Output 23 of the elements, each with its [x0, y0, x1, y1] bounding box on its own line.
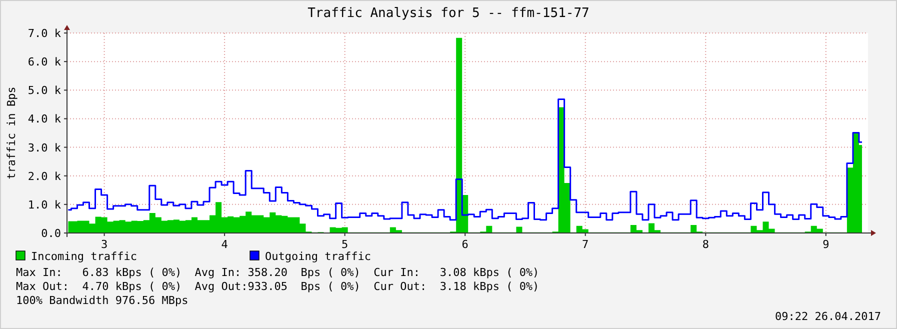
legend-label: Incoming traffic — [31, 250, 137, 263]
text: Max Out: 4.70 kBps ( 0%) Avg Out:933.05 Bps ( 0%) Cur Out: 3.18 kBps ( 0%) — [16, 280, 540, 293]
y-tick-label: 7.0 k — [28, 27, 62, 40]
y-tick-label: 3.0 k — [28, 141, 62, 154]
x-tick-label: 4 — [221, 238, 228, 251]
text: Max In: 6.83 kBps ( 0%) Avg In: 358.20 Bps ( 0%) Cur In: 3.08 kBps ( 0%) — [16, 266, 540, 279]
x-tick-label: 3 — [100, 238, 108, 251]
y-tick-label: 1.0 k — [28, 198, 62, 212]
y-tick-label: 4.0 k — [28, 112, 62, 126]
x-tick-label: 5 — [342, 238, 348, 251]
y-tick-label: 5.0 k — [28, 84, 62, 98]
y-tick-label: 2.0 k — [28, 170, 62, 183]
text: 100% Bandwidth 976.56 MBps — [16, 294, 188, 307]
x-tick-label: 6 — [462, 238, 468, 251]
y-axis-title: traffic in Bps — [5, 86, 18, 180]
y-tick-label: 6.0 k — [28, 56, 62, 69]
chart-title: Traffic Analysis for 5 -- ffm-151-77 — [308, 6, 590, 21]
x-tick-label: 7 — [582, 238, 589, 251]
x-tick-label: 9 — [822, 238, 830, 251]
y-tick-label: 0.0 — [41, 227, 61, 240]
text: 09:22 26.04.2017 — [775, 310, 881, 323]
legend-label: Outgoing traffic — [265, 250, 371, 263]
x-tick-label: 8 — [702, 238, 709, 251]
